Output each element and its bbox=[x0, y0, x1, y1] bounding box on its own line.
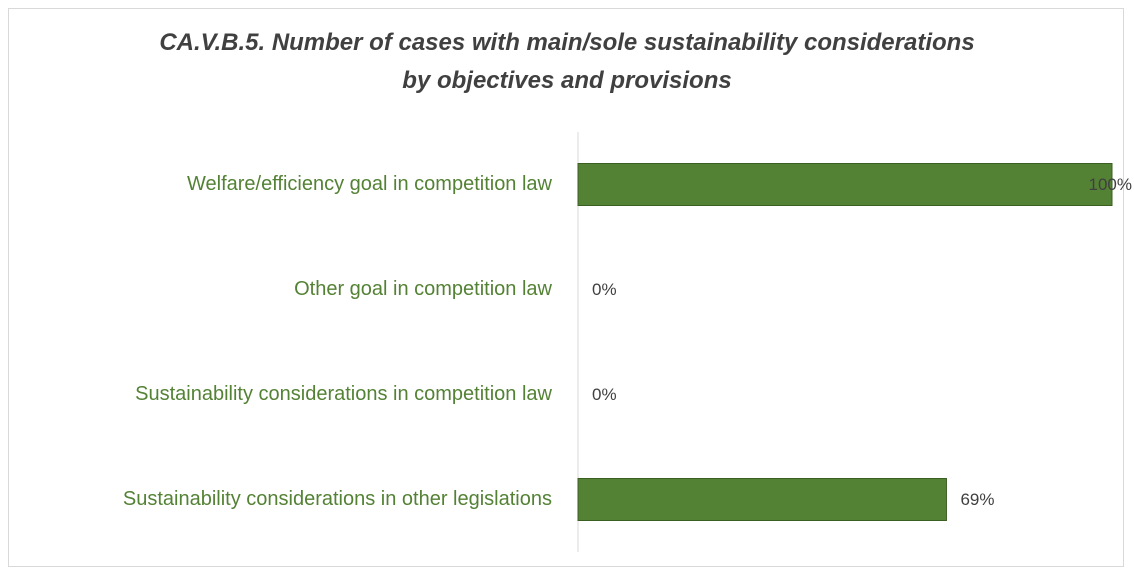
category-label: Sustainability considerations in competi… bbox=[135, 383, 552, 405]
data-label: 0% bbox=[592, 385, 617, 404]
data-label: 100% bbox=[1089, 175, 1132, 194]
data-label: 0% bbox=[592, 280, 617, 299]
bar bbox=[577, 478, 947, 521]
chart-border bbox=[8, 8, 1124, 567]
category-label: Sustainability considerations in other l… bbox=[123, 488, 552, 510]
bar bbox=[577, 163, 1113, 206]
category-label: Other goal in competition law bbox=[294, 278, 552, 300]
category-label: Welfare/efficiency goal in competition l… bbox=[187, 173, 553, 195]
chart-title: CA.V.B.5. Number of cases with main/sole… bbox=[159, 29, 975, 94]
data-label: 69% bbox=[960, 490, 994, 509]
